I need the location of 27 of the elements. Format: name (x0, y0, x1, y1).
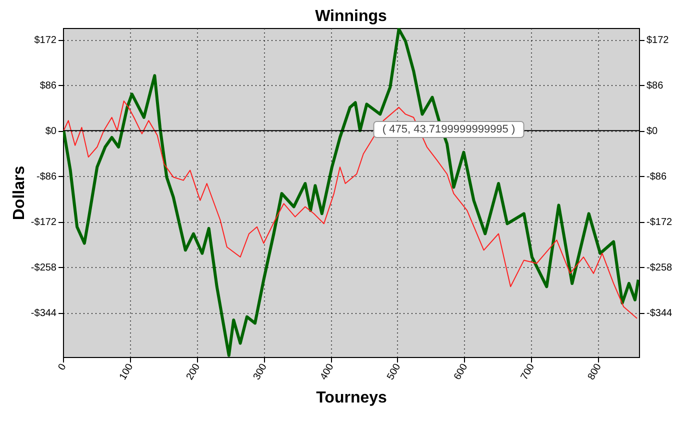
x-axis-title: Tourneys (316, 389, 388, 406)
y-tick-label: $0 (45, 126, 57, 138)
y2-tick-label: $172 (646, 35, 670, 46)
x-tick-label: 600 (452, 362, 470, 382)
y-tick-label: $172 (34, 35, 57, 46)
annotation: ( 475, 43.7199999999995 ) (382, 123, 516, 136)
x-tick-label: 500 (385, 362, 404, 382)
y2-tick-label: -$172 (646, 217, 673, 228)
y-tick-label: -$344 (30, 308, 57, 320)
y2-tick-label: $0 (646, 126, 658, 138)
x-tick-label: 400 (318, 362, 337, 382)
y2-tick-label: $86 (646, 80, 664, 92)
y-tick-label: $86 (40, 80, 57, 92)
y-tick-label: -$86 (36, 172, 57, 183)
y-tick-label: -$172 (30, 217, 57, 228)
y-tick-label: -$258 (30, 262, 57, 274)
y2-tick-label: -$86 (646, 172, 667, 183)
x-tick-label: 200 (184, 362, 203, 382)
y-axis-title: Dollars (10, 166, 28, 220)
y2-tick-label: -$344 (646, 308, 673, 320)
x-tick-label: 100 (118, 362, 136, 382)
x-tick-label: 800 (586, 362, 604, 382)
chart-title: Winnings (315, 8, 388, 25)
x-tick-label: 700 (519, 362, 538, 382)
x-tick-label: 0 (56, 362, 69, 372)
y2-tick-label: -$258 (646, 262, 673, 274)
x-tick-label: 300 (252, 362, 270, 382)
